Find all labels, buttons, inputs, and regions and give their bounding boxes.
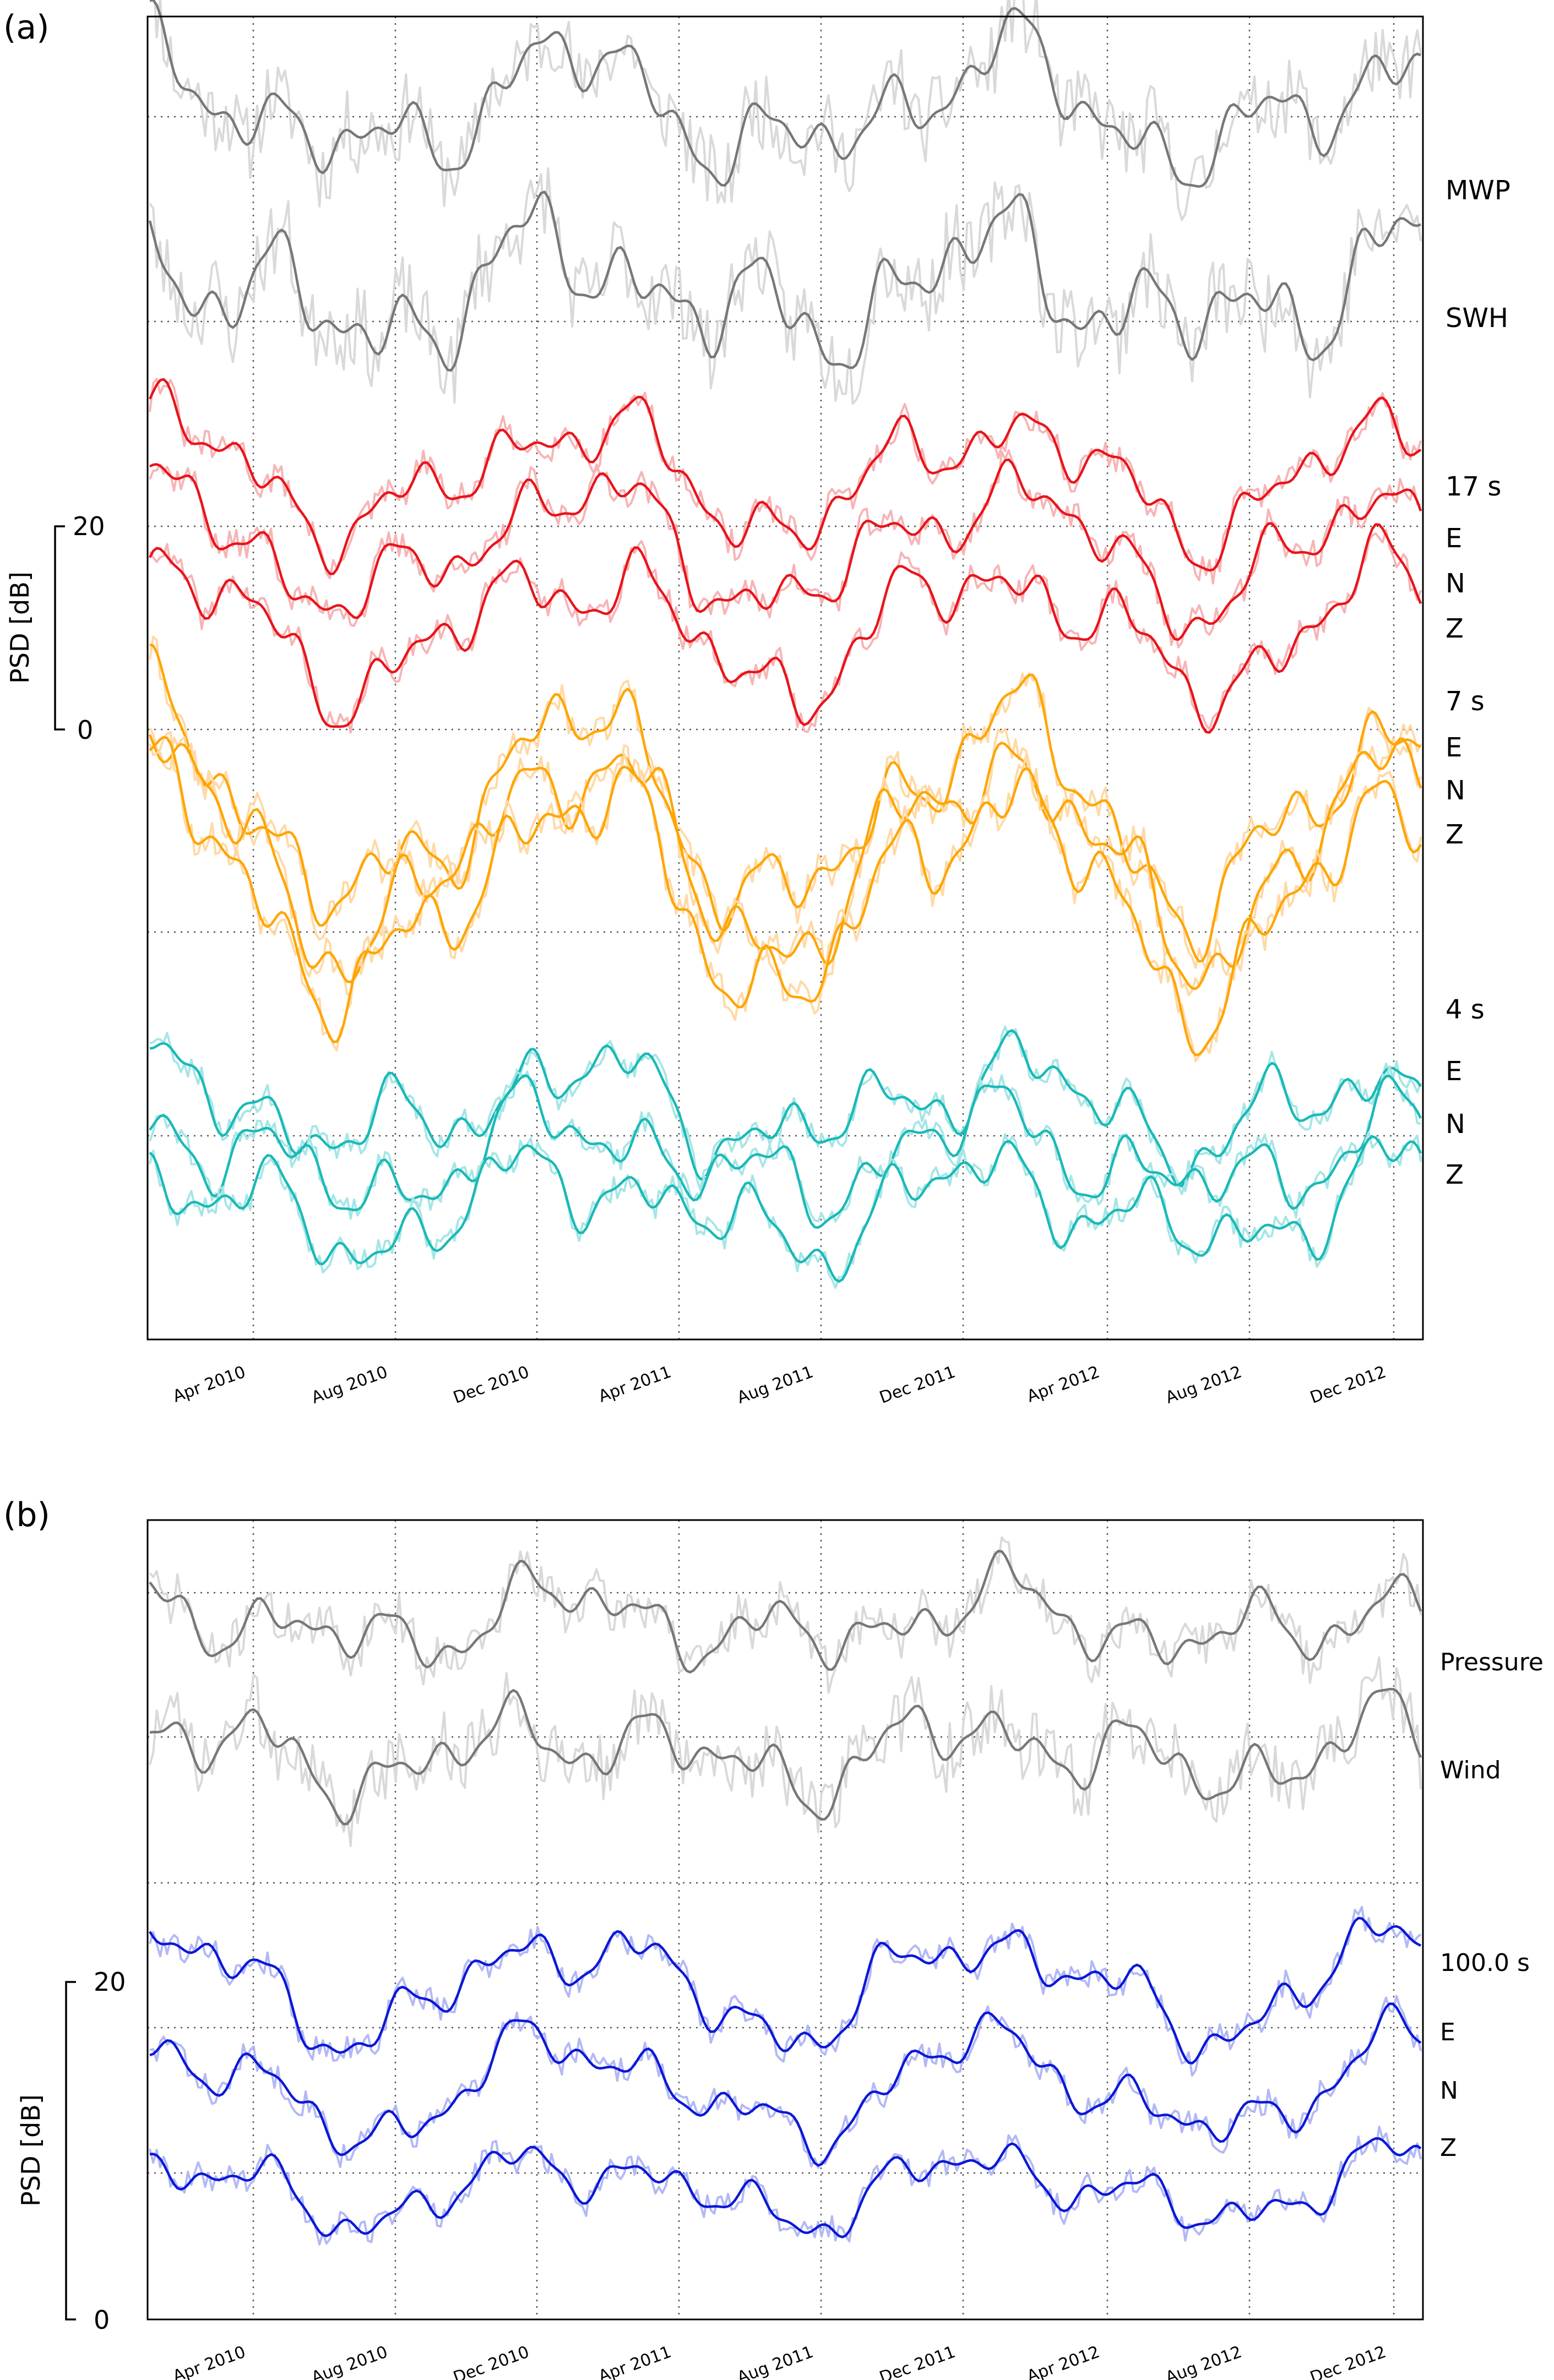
series-raw-7-s-n: [149, 727, 1422, 996]
series-line-100-0-s-n: [149, 2002, 1422, 2167]
x-tick-label: Aug 2010: [309, 1363, 390, 1408]
series-line-7-s-e: [149, 643, 1421, 963]
panel-a: (a) Apr 2010 Aug 2010 Dec 2010 Apr 2011: [3, 0, 1510, 1408]
x-tick-label: Apr 2010: [170, 1363, 248, 1407]
x-tick-label: Aug 2012: [1163, 2343, 1245, 2380]
x-tick-label: Aug 2010: [309, 2343, 390, 2380]
band-label-17s: 17 s: [1446, 471, 1501, 502]
component-label-n: N: [1440, 2077, 1458, 2105]
y-axis-label: PSD [dB]: [16, 2094, 46, 2207]
panel-a-scale-bar: 20 0 PSD [dB]: [5, 511, 105, 745]
component-label-z: Z: [1440, 2134, 1457, 2162]
series-label-wind: Wind: [1440, 1756, 1501, 1784]
series-line-17-s-e: [148, 378, 1422, 575]
x-tick-label: Apr 2012: [1024, 1363, 1102, 1407]
series-line-7-s-z: [149, 736, 1422, 1056]
component-label-z: Z: [1446, 613, 1464, 644]
series-raw-17-s-e: [149, 378, 1422, 585]
x-tick-label: Apr 2011: [596, 2343, 673, 2380]
component-label-e: E: [1446, 732, 1462, 763]
band-label-100s: 100.0 s: [1440, 1949, 1530, 1977]
series-line-4-s-e: [149, 1029, 1422, 1188]
series-label-mwp: MWP: [1446, 175, 1510, 206]
panel-b-series: [149, 1536, 1422, 2246]
series-line-mwp-mwp: [149, 0, 1421, 188]
x-tick-label: Dec 2010: [451, 2343, 532, 2380]
scale-bar: [65, 1981, 76, 2321]
scale-bar-top-label: 20: [73, 511, 105, 541]
component-label-e: E: [1446, 523, 1462, 554]
band-label-7s: 7 s: [1446, 686, 1485, 717]
panel-a-xticks: Apr 2010 Aug 2010 Dec 2010 Apr 2011 Aug …: [170, 1363, 1388, 1408]
scale-bar-bottom-label: 0: [77, 715, 93, 745]
panel-a-grid: [148, 17, 1423, 1339]
panel-b-side-labels: Pressure Wind 100.0 s E N Z: [1440, 1648, 1544, 2162]
x-tick-label: Dec 2011: [877, 1363, 958, 1408]
scale-bar: [54, 525, 65, 731]
component-label-z: Z: [1446, 819, 1464, 850]
series-raw-mwp-mwp: [153, 0, 1422, 221]
x-tick-label: Dec 2010: [451, 1363, 532, 1408]
x-tick-label: Aug 2011: [735, 1363, 816, 1408]
series-raw-pressure-pressure: [149, 1536, 1422, 1694]
panel-b-frame: [146, 1519, 1424, 2321]
series-raw-4-s-e: [149, 1025, 1422, 1192]
series-raw-17-s-n: [149, 449, 1421, 649]
panel-b: (b) Apr 2010 Aug 2010 Dec 2010 Apr 2011 …: [3, 1496, 1544, 2380]
panel-a-frame: [146, 15, 1424, 1341]
series-label-pressure: Pressure: [1440, 1648, 1544, 1676]
scale-bar-bottom-label: 0: [94, 2305, 110, 2335]
series-raw-100-0-s-n: [149, 1995, 1422, 2169]
series-raw-wind-wind: [149, 1656, 1422, 1848]
y-axis-label: PSD [dB]: [5, 571, 35, 684]
series-raw-7-s-z: [149, 731, 1422, 1063]
component-label-z: Z: [1446, 1159, 1464, 1190]
x-tick-label: Aug 2012: [1163, 1363, 1245, 1408]
series-line-wind-wind: [149, 1687, 1422, 1826]
x-tick-label: Dec 2012: [1308, 2343, 1389, 2380]
series-line-4-s-z: [149, 1135, 1422, 1283]
x-tick-label: Dec 2011: [877, 2343, 958, 2380]
panel-a-side-labels: MWP SWH 17 s E N Z 7 s E N Z 4 s E N Z: [1446, 175, 1510, 1190]
panel-b-grid: [148, 1520, 1423, 2319]
series-raw-swh-swh: [149, 167, 1422, 405]
component-label-e: E: [1446, 1056, 1462, 1087]
component-label-n: N: [1446, 568, 1465, 599]
series-line-swh-swh: [148, 190, 1421, 372]
series-line-100-0-s-z: [149, 2137, 1422, 2239]
scale-bar-top-label: 20: [94, 1967, 126, 1997]
panel-b-xticks: Apr 2010 Aug 2010 Dec 2010 Apr 2011 Aug …: [170, 2343, 1388, 2380]
x-tick-label: Aug 2011: [735, 2343, 816, 2380]
panel-a-label: (a): [3, 8, 50, 47]
series-line-100-0-s-e: [149, 1916, 1422, 2065]
component-label-e: E: [1440, 2018, 1455, 2046]
component-label-n: N: [1446, 1109, 1465, 1140]
component-label-n: N: [1446, 775, 1465, 806]
series-label-swh: SWH: [1446, 303, 1508, 334]
panel-a-series: [148, 0, 1422, 1289]
x-tick-label: Apr 2012: [1024, 2343, 1102, 2380]
x-tick-label: Apr 2011: [596, 1363, 673, 1407]
series-line-4-s-n: [149, 1074, 1422, 1229]
series-raw-100-0-s-z: [149, 2125, 1422, 2246]
x-tick-label: Dec 2012: [1308, 1363, 1389, 1408]
band-label-4s: 4 s: [1446, 994, 1485, 1025]
panel-b-scale-bar: 20 0 PSD [dB]: [16, 1967, 126, 2335]
panel-b-label: (b): [3, 1496, 50, 1534]
series-line-17-s-n: [149, 458, 1422, 641]
x-tick-label: Apr 2010: [170, 2343, 248, 2380]
series-line-17-s-z: [149, 523, 1422, 734]
series-line-pressure-pressure: [149, 1549, 1422, 1674]
series-raw-4-s-z: [149, 1131, 1422, 1289]
